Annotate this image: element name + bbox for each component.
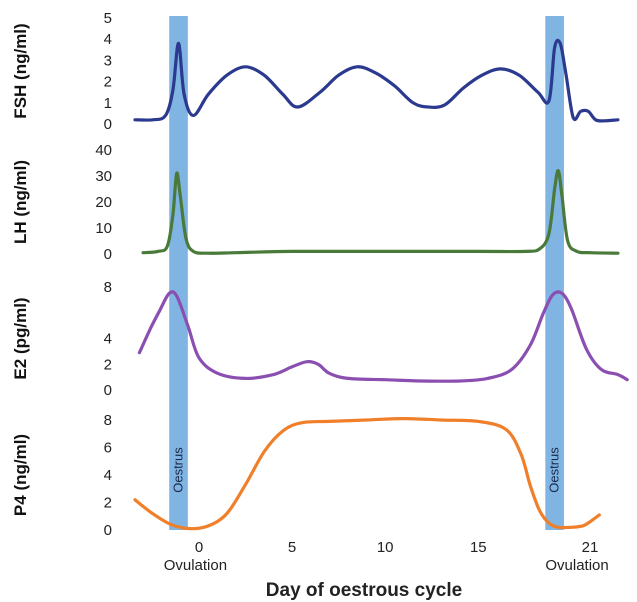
y-axis-title: E2 (pg/ml) bbox=[11, 297, 30, 379]
x-tick-label: 0 bbox=[195, 539, 203, 556]
y-tick-label: 4 bbox=[104, 467, 112, 484]
panel-p4: 0 2 4 6 8 P4 (ng/ml) bbox=[11, 412, 599, 539]
y-tick-label: 2 bbox=[104, 74, 112, 91]
y-tick-label: 4 bbox=[104, 31, 112, 48]
panel-lh: 0 10 20 30 40 LH (ng/ml) bbox=[11, 142, 618, 263]
panel-fsh: 0 1 2 3 4 5 FSH (ng/ml) bbox=[11, 10, 618, 133]
y-tick-label: 8 bbox=[104, 279, 112, 296]
y-axis-title: LH (ng/ml) bbox=[11, 160, 30, 244]
y-tick-label: 1 bbox=[104, 95, 112, 112]
x-tick-label: 5 bbox=[288, 539, 296, 556]
oestrus-band-label: Oestrus bbox=[547, 447, 562, 493]
oestrus-band-label: Oestrus bbox=[171, 447, 186, 493]
y-tick-label: 2 bbox=[104, 356, 112, 373]
y-tick-label: 0 bbox=[104, 116, 112, 133]
y-tick-label: 20 bbox=[95, 194, 112, 211]
y-tick-label: 5 bbox=[104, 10, 112, 27]
panel-e2: 0 2 4 8 E2 (pg/ml) bbox=[11, 279, 627, 399]
y-tick-label: 0 bbox=[104, 522, 112, 539]
x-axis-title: Day of oestrous cycle bbox=[266, 580, 462, 601]
y-tick-label: 2 bbox=[104, 495, 112, 512]
series-line-p4 bbox=[135, 419, 599, 529]
y-tick-label: 0 bbox=[104, 382, 112, 399]
y-tick-label: 0 bbox=[104, 246, 112, 263]
y-axis-title: P4 (ng/ml) bbox=[11, 434, 30, 516]
oestrus-bands: Oestrus Oestrus bbox=[169, 16, 564, 530]
x-tick-label: 10 bbox=[377, 539, 394, 556]
y-tick-label: 6 bbox=[104, 440, 112, 457]
y-tick-label: 3 bbox=[104, 52, 112, 69]
ovulation-label: Ovulation bbox=[164, 557, 227, 574]
y-tick-label: 8 bbox=[104, 412, 112, 429]
y-tick-label: 40 bbox=[95, 142, 112, 159]
x-tick-label: 15 bbox=[470, 539, 487, 556]
y-axis-title: FSH (ng/ml) bbox=[11, 23, 30, 118]
y-tick-label: 4 bbox=[104, 331, 112, 348]
y-tick-label: 30 bbox=[95, 168, 112, 185]
ovulation-label: Ovulation bbox=[545, 557, 608, 574]
x-tick-label: 21 bbox=[582, 539, 599, 556]
y-tick-label: 10 bbox=[95, 220, 112, 237]
